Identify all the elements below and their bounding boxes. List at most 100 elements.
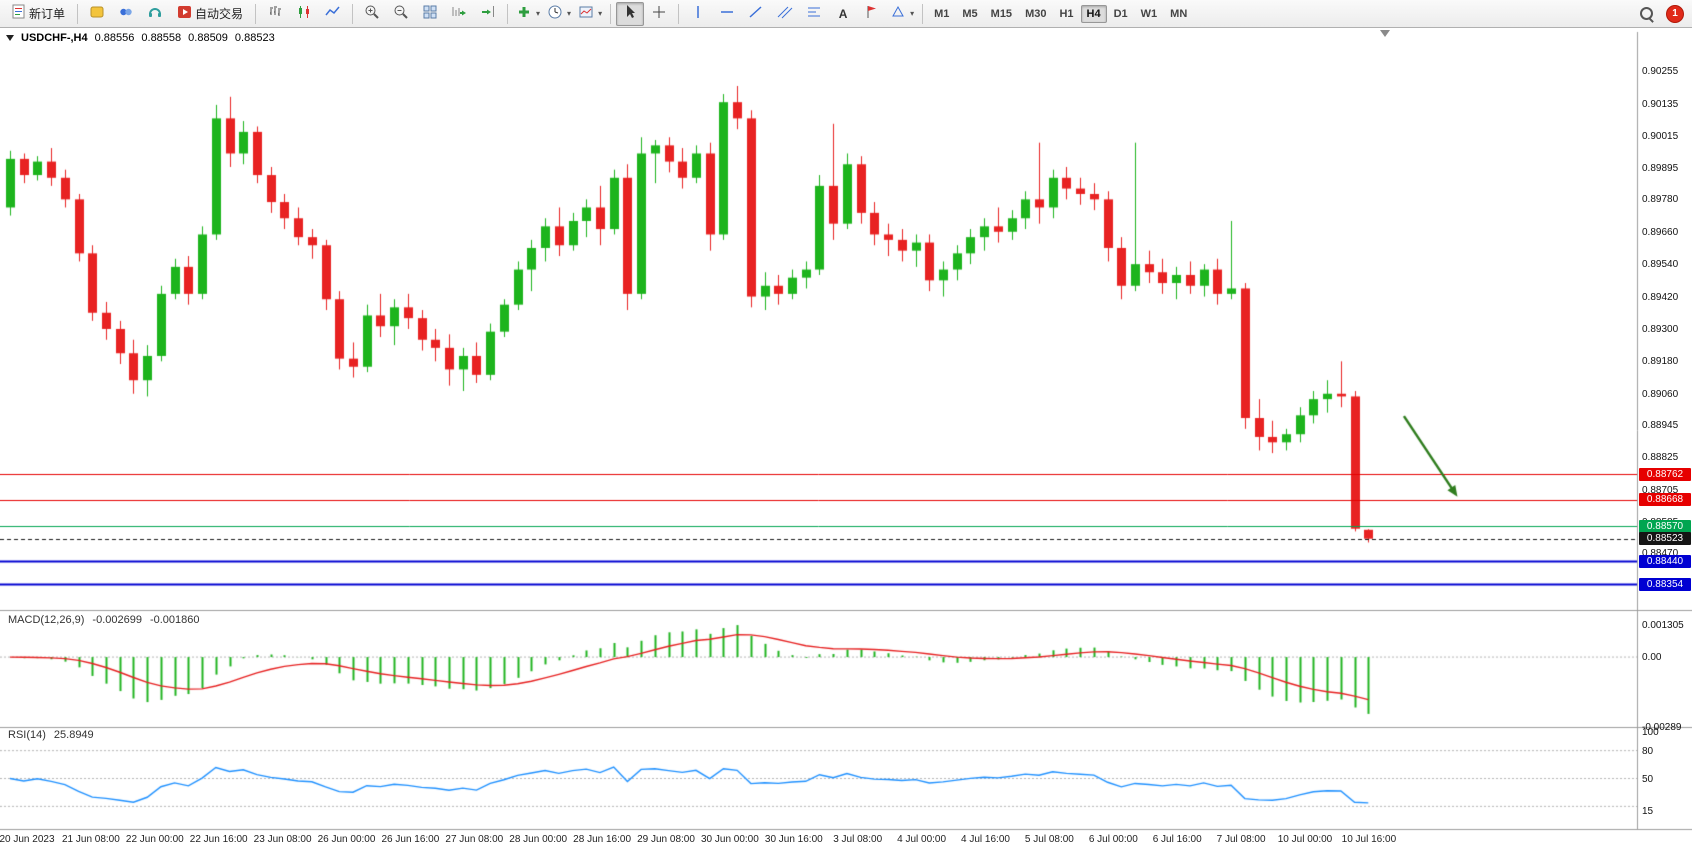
tile-windows-icon [422, 4, 438, 23]
rsi-axis-label: 15 [1642, 806, 1654, 818]
horizontal-line-button[interactable] [713, 2, 741, 26]
timeframe-mn-button[interactable]: MN [1170, 7, 1188, 20]
indicators-button[interactable]: ▾ [513, 2, 543, 26]
templates-button[interactable]: ▾ [575, 2, 605, 26]
main-toolbar: 新订单 自动交易 ▾ ▾ ▾ A ▾ M1 M5 M15 M30 H1 H4 D1 W1 MN … [0, 0, 1692, 28]
chart-ohlc-header: USDCHF-,H4 0.88556 0.88558 0.88509 0.885… [6, 32, 275, 44]
time-axis-label: 22 Jun 00:00 [125, 834, 184, 845]
macd-axis-label: -0.00289 [1642, 722, 1682, 734]
time-axis-label: 23 Jun 08:00 [253, 834, 312, 845]
trendline-button[interactable] [742, 2, 770, 26]
ohlc-close: 0.88523 [234, 32, 275, 44]
vps-button[interactable] [141, 2, 169, 26]
shapes-icon [890, 4, 906, 23]
macd-axis-label: 0.00 [1642, 652, 1662, 664]
text-button[interactable]: A [829, 2, 857, 26]
autotrading-icon [177, 4, 192, 23]
ohlc-high: 0.88558 [141, 32, 182, 44]
new-order-button[interactable]: 新订单 [4, 2, 72, 26]
toolbar-separator [678, 3, 680, 24]
rsi-value: 25.8949 [53, 729, 94, 741]
macd-name: MACD(12,26,9) [8, 614, 85, 626]
timeframe-m5-button[interactable]: M5 [962, 7, 978, 20]
time-axis-label: 27 Jun 08:00 [445, 834, 504, 845]
search-button[interactable] [1632, 2, 1660, 26]
price-tick: 0.90135 [1642, 98, 1679, 110]
time-axis-label: 29 Jun 08:00 [637, 834, 695, 845]
price-tick: 0.89180 [1642, 356, 1679, 368]
label-button[interactable] [858, 2, 886, 26]
price-tick: 0.90255 [1642, 66, 1679, 78]
timeframe-h1-button[interactable]: H1 [1059, 7, 1074, 20]
symbol-period-label: USDCHF-,H4 [21, 32, 88, 44]
metaeditor-button[interactable] [83, 2, 111, 26]
vertical-line-icon [690, 4, 706, 23]
autotrading-label: 自动交易 [195, 7, 244, 21]
time-axis-label: 6 Jul 16:00 [1152, 834, 1202, 845]
fibonacci-button[interactable] [800, 2, 828, 26]
auto-scroll-button[interactable] [445, 2, 473, 26]
timeframe-m1-button[interactable]: M1 [934, 7, 950, 20]
timeframe-d1-button[interactable]: D1 [1113, 7, 1128, 20]
tile-windows-button[interactable] [416, 2, 444, 26]
line-chart-button[interactable] [319, 2, 347, 26]
cursor-button[interactable] [616, 1, 645, 26]
time-axis[interactable]: 20 Jun 2023 21 Jun 08:00 22 Jun 00:00 22 Ju… [0, 830, 1692, 850]
zoom-out-button[interactable] [387, 2, 415, 26]
autotrading-button[interactable]: 自动交易 [170, 2, 250, 26]
timeframe-m30-button[interactable]: M30 [1025, 7, 1047, 20]
timeframe-m15-button[interactable]: M15 [990, 7, 1013, 20]
template-icon [578, 4, 594, 23]
chart-shift-button[interactable] [474, 2, 502, 26]
time-axis-label: 4 Jul 00:00 [897, 834, 947, 845]
chevron-down-icon: ▾ [567, 9, 572, 18]
time-axis-label: 30 Jun 16:00 [764, 834, 823, 845]
price-tick: 0.88945 [1642, 419, 1679, 431]
chevron-down-icon: ▾ [910, 9, 915, 18]
time-axis-label: 30 Jun 00:00 [700, 834, 759, 845]
candlestick-chart-icon [296, 4, 312, 23]
rsi-axis-label: 80 [1642, 745, 1654, 757]
bar-chart-icon [267, 4, 283, 23]
toolbar-separator [507, 3, 509, 24]
crosshair-button[interactable] [645, 2, 673, 26]
macd-indicator-label: MACD(12,26,9) -0.002699 -0.001860 [8, 614, 200, 626]
price-axis[interactable]: 0.90255 0.90135 0.90015 0.89895 0.89780 0.896… [1638, 28, 1692, 829]
market-icon [118, 4, 134, 23]
metaeditor-icon [89, 4, 105, 23]
channel-button[interactable] [771, 2, 799, 26]
timeframe-w1-button[interactable]: W1 [1140, 7, 1158, 20]
current-price-badge: 0.88523 [1639, 532, 1691, 546]
candlestick-chart-button[interactable] [290, 2, 318, 26]
macd-signal-value: -0.001860 [149, 614, 200, 626]
bar-chart-button[interactable] [261, 2, 289, 26]
notifications-badge[interactable]: 1 [1666, 4, 1684, 23]
channel-icon [777, 4, 793, 23]
price-tick: 0.89540 [1642, 259, 1679, 271]
rsi-indicator-label: RSI(14) 25.8949 [8, 729, 94, 741]
price-tick: 0.88470 [1642, 548, 1679, 559]
timeframe-h4-button[interactable]: H4 [1080, 4, 1107, 23]
zoom-in-button[interactable] [358, 2, 386, 26]
chart-shift-marker[interactable] [1380, 30, 1390, 37]
time-axis-label: 3 Jul 08:00 [833, 834, 883, 845]
one-click-trading-toggle[interactable] [6, 35, 14, 41]
time-axis-label: 26 Jun 00:00 [317, 834, 376, 845]
time-axis-label: 22 Jun 16:00 [189, 834, 248, 845]
price-tick: 0.89060 [1642, 388, 1679, 400]
price-level-badge: 0.88668 [1639, 493, 1691, 507]
market-button[interactable] [112, 2, 140, 26]
periods-button[interactable]: ▾ [544, 2, 574, 26]
price-chart-canvas[interactable] [0, 28, 1692, 850]
price-level-badge: 0.88570 [1639, 519, 1691, 533]
time-axis-label: 4 Jul 16:00 [961, 834, 1010, 845]
rsi-axis-label: 100 [1642, 727, 1659, 738]
price-tick: 0.89660 [1642, 226, 1679, 238]
vertical-line-button[interactable] [684, 2, 712, 26]
shapes-button[interactable]: ▾ [887, 2, 917, 26]
price-level-badge: 0.88354 [1639, 577, 1691, 591]
vps-headset-icon [147, 4, 163, 23]
zoom-in-icon [364, 4, 380, 23]
price-tick: 0.89420 [1642, 291, 1679, 303]
zoom-out-icon [393, 4, 409, 23]
